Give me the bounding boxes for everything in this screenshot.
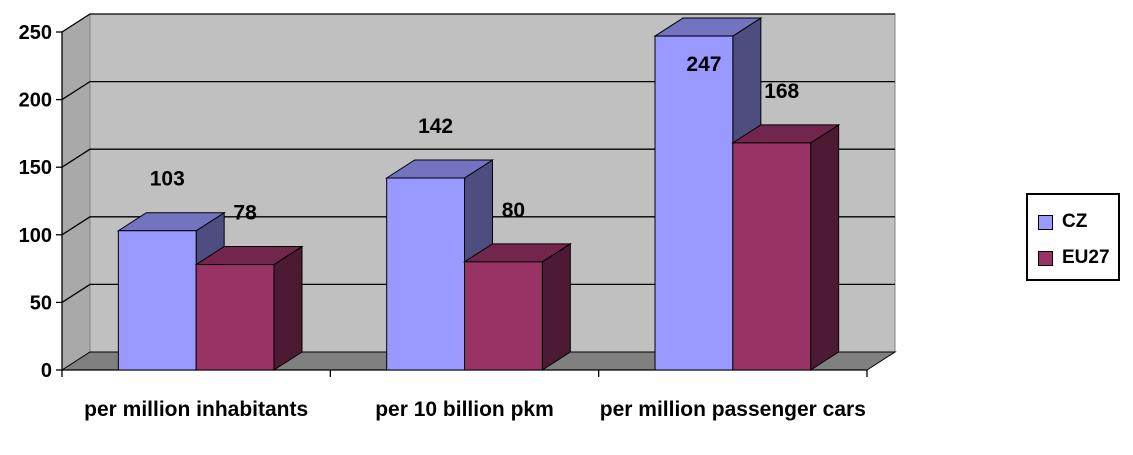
bar-eu27-2: [731, 123, 841, 371]
gridline: [61, 283, 895, 303]
data-label: 103: [150, 168, 185, 191]
data-label: 247: [686, 53, 721, 76]
y-tick-label: 250: [19, 22, 52, 44]
y-tick-label: 100: [19, 225, 52, 247]
legend: CZ EU27: [1026, 193, 1120, 281]
bar-eu27-0: [194, 245, 304, 371]
legend-swatch-eu27: [1038, 250, 1053, 266]
bar-front: [386, 177, 465, 371]
y-tick-label: 50: [30, 292, 52, 314]
x-category-label: per million passenger cars: [600, 398, 866, 421]
bar-side: [810, 123, 840, 371]
legend-item-eu27: EU27: [1038, 247, 1110, 269]
side-wall: [61, 13, 91, 371]
gridline: [61, 148, 895, 168]
legend-swatch-cz: [1038, 214, 1053, 230]
x-category-label: per 10 billion pkm: [375, 398, 554, 421]
gridline: [61, 13, 895, 33]
y-tick-label: 200: [19, 90, 52, 112]
bar-front: [732, 142, 812, 371]
bar-side: [541, 242, 571, 371]
data-label: 142: [418, 115, 453, 138]
gridline: [61, 216, 895, 236]
bar-eu27-1: [462, 242, 573, 371]
data-label: 80: [502, 199, 525, 222]
bar-front: [117, 230, 197, 371]
x-category-label: per million inhabitants: [84, 398, 308, 421]
bar-front: [195, 264, 275, 371]
legend-item-cz: CZ: [1038, 211, 1087, 233]
bar-front: [654, 35, 734, 371]
data-label: 78: [233, 202, 257, 225]
y-tick-label: 150: [19, 157, 52, 179]
legend-label-eu27: EU27: [1062, 247, 1110, 268]
gridline: [61, 80, 895, 101]
legend-label-cz: CZ: [1062, 211, 1088, 232]
y-tick-label: 0: [41, 360, 52, 382]
bar-front: [464, 261, 543, 371]
data-label: 168: [764, 80, 799, 103]
bar-side: [273, 245, 303, 371]
